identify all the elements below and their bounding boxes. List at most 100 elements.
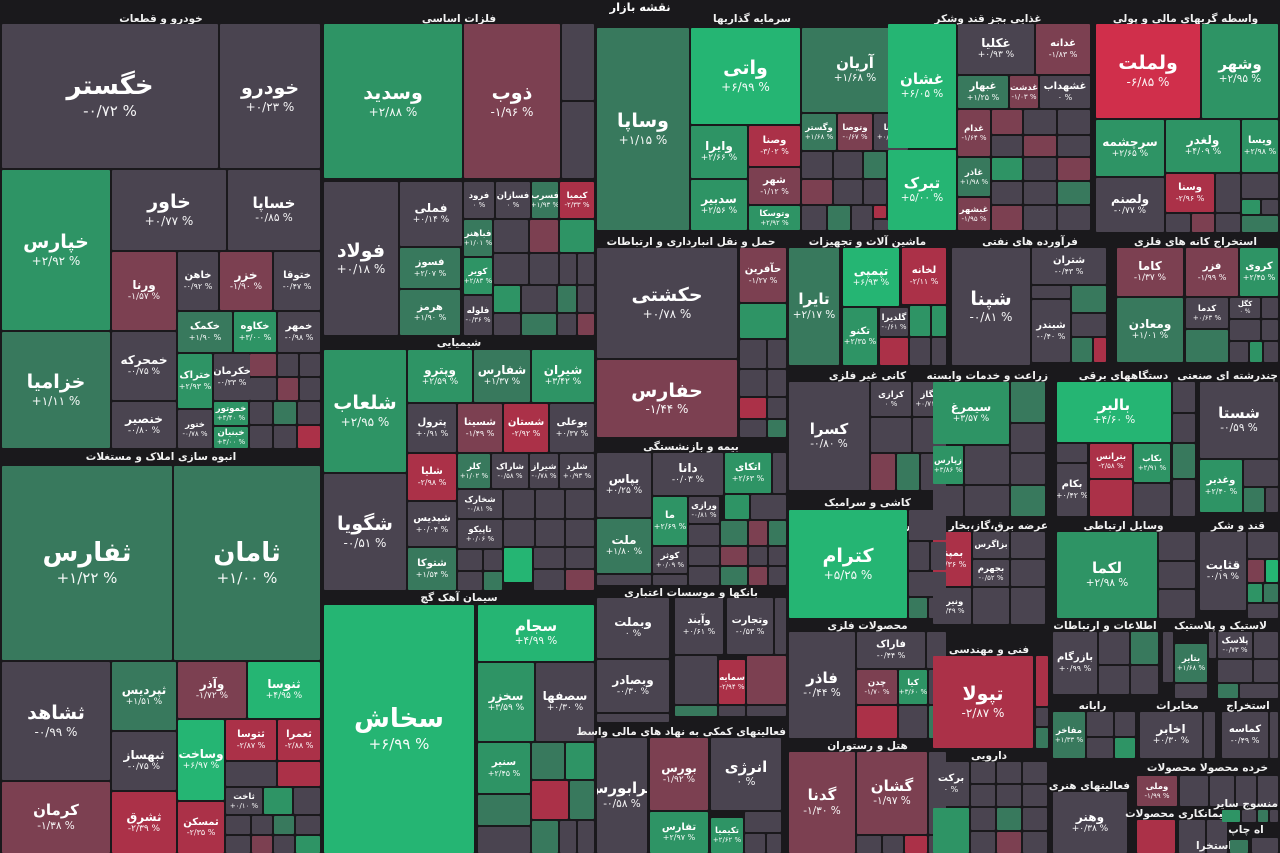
tile-سجام[interactable]: سجام +۴/۹۹ % [478, 605, 594, 661]
tile-ثپردیس[interactable]: ثپردیس +۱/۵۱ % [112, 662, 176, 730]
tile-غبشهر[interactable]: غبشهر -۱/۹۵ % [958, 198, 990, 230]
tile-کرمان[interactable]: کرمان -۱/۳۸ % [2, 782, 110, 853]
tile-شپنا[interactable]: شپنا -۰/۸۱ % [952, 248, 1030, 365]
tile-خودرو[interactable]: خودرو +۰/۲۳ % [220, 24, 320, 168]
tile-کدما[interactable]: کدما +۰/۶۳ % [1186, 298, 1228, 328]
tile-غدام[interactable]: غدام -۱/۶۴ % [958, 110, 990, 156]
tile-کیا[interactable]: کیا +۳/۶۰ % [899, 670, 927, 704]
tile-تکیمیا[interactable]: تکیمیا +۲/۶۲ % [711, 818, 743, 853]
tile-خبنیان[interactable]: خبنیان +۳/۰۰ % [214, 427, 248, 448]
tile-کیمیا[interactable]: کیمیا -۲/۳۳ % [560, 182, 594, 218]
tile-ثاخت[interactable]: ثاخت +۰/۱۰ % [226, 788, 262, 814]
tile-سرچشمه[interactable]: سرچشمه +۲/۶۵ % [1096, 120, 1164, 176]
tile-چدن[interactable]: چدن -۱/۷۰ % [857, 670, 897, 704]
tile-غشان[interactable]: غشان +۶/۰۵ % [888, 24, 956, 148]
tile-وگستر[interactable]: وگستر +۱/۶۸ % [802, 114, 836, 150]
tile-ختوقا[interactable]: ختوقا -۰/۴۷ % [274, 252, 320, 310]
tile-سیمرغ[interactable]: سیمرغ +۳/۵۷ % [933, 382, 1009, 444]
tile-خکرمان[interactable]: خکرمان -۰/۳۳ % [214, 354, 250, 400]
tile-وملی[interactable]: وملی -۱/۹۹ % [1137, 776, 1177, 806]
tile-شهر[interactable]: شهر -۱/۱۲ % [749, 168, 800, 204]
tile-فاراک[interactable]: فاراک -۰/۴۴ % [857, 632, 925, 668]
tile-مفاخر[interactable]: مفاخر +۱/۳۳ % [1053, 712, 1085, 758]
tile-خموتور[interactable]: خموتور +۳/۴۰ % [214, 402, 248, 425]
tile-واتی[interactable]: واتی +۶/۹۹ % [691, 28, 800, 124]
tile-خساپا[interactable]: خساپا -۰/۸۵ % [228, 170, 320, 250]
tile-بوعلی[interactable]: بوعلی +۰/۳۷ % [550, 404, 594, 452]
tile-خمهر[interactable]: خمهر -۰/۹۸ % [278, 312, 320, 352]
tile-دانا[interactable]: دانا -۰/۰۳ % [653, 453, 723, 495]
tile-بالبر[interactable]: بالبر +۴/۶۰ % [1057, 382, 1171, 442]
tile-ما[interactable]: ما +۲/۶۹ % [653, 497, 687, 545]
tile-غدشت[interactable]: غدشت -۱/۰۳ % [1010, 76, 1038, 108]
tile-خکاوه[interactable]: خکاوه +۳/۰۰ % [234, 312, 276, 352]
tile-شلعاب[interactable]: شلعاب +۲/۹۵ % [324, 350, 406, 472]
tile-وسنا[interactable]: وسنا -۲/۹۶ % [1166, 174, 1214, 212]
tile-ثعمرا[interactable]: ثعمرا -۲/۸۸ % [278, 720, 320, 760]
tile-وشهر[interactable]: وشهر +۲/۹۵ % [1202, 24, 1278, 118]
tile-شاراک[interactable]: شاراک -۰/۵۸ % [492, 454, 528, 488]
tile-اخابر[interactable]: اخابر +۰/۳۰ % [1140, 712, 1202, 758]
tile-پترول[interactable]: پترول +۰/۹۱ % [408, 404, 456, 452]
tile-سمایه[interactable]: سمایه -۲/۹۴ % [719, 660, 745, 704]
tile-وساخت[interactable]: وساخت +۶/۹۷ % [178, 720, 224, 800]
tile-شسینا[interactable]: شسینا -۱/۴۹ % [458, 404, 502, 452]
tile-شگویا[interactable]: شگویا -۰/۵۱ % [324, 474, 406, 590]
tile-سخاش[interactable]: سخاش +۶/۹۹ % [324, 605, 474, 853]
tile-کویر[interactable]: کویر +۲/۸۳ % [464, 258, 492, 294]
tile-شلرد[interactable]: شلرد +۰/۹۳ % [560, 454, 594, 488]
tile-بورس[interactable]: بورس -۱/۹۲ % [650, 738, 708, 810]
tile-سخزر[interactable]: سخزر +۳/۵۹ % [478, 663, 534, 741]
tile-وسدید[interactable]: وسدید +۲/۸۸ % [324, 24, 462, 178]
tile-سنیر[interactable]: سنیر +۲/۴۵ % [478, 743, 530, 793]
tile-حآفرین[interactable]: حآفرین -۱/۲۷ % [740, 248, 786, 302]
tile-کسرا[interactable]: کسرا -۰/۸۰ % [789, 382, 869, 490]
tile-فسرب[interactable]: فسرب +۱/۹۳ % [532, 182, 558, 218]
tile-شخارک[interactable]: شخارک -۰/۸۱ % [458, 490, 502, 518]
tile-ومعادن[interactable]: ومعادن +۱/۰۱ % [1117, 298, 1183, 362]
tile-فزر[interactable]: فزر -۱/۹۹ % [1186, 248, 1238, 296]
tile-بازرگام[interactable]: بازرگام +۰/۹۹ % [1053, 632, 1097, 694]
tile-وهنر[interactable]: وهنر +۰/۳۸ % [1053, 792, 1127, 853]
tile-وتوسکا[interactable]: وتوسکا +۲/۹۲ % [749, 206, 800, 230]
tile-کوثر[interactable]: کوثر +۰/۰۹ % [653, 547, 687, 573]
tile-شستان[interactable]: شستان -۲/۹۲ % [504, 404, 548, 452]
tile-ثشرق[interactable]: ثشرق -۲/۳۹ % [112, 792, 176, 853]
tile-گلدیرا[interactable]: گلدیرا -۰/۶۱ % [880, 308, 908, 336]
tile-فسوز[interactable]: فسوز +۲/۰۷ % [400, 248, 460, 288]
tile-بترانس[interactable]: بترانس -۲/۵۸ % [1090, 444, 1132, 478]
tile-شپدیس[interactable]: شپدیس +۰/۰۴ % [408, 502, 456, 546]
tile-سدبیر[interactable]: سدبیر +۲/۵۶ % [691, 180, 747, 230]
tile-زپارس[interactable]: زپارس +۳/۸۶ % [933, 446, 963, 484]
tile-ثنوسا[interactable]: ثنوسا +۴/۹۵ % [248, 662, 320, 718]
tile-فباهنر[interactable]: فباهنر +۱/۰۱ % [464, 220, 492, 256]
tile-ولملت[interactable]: ولملت -۶/۸۵ % [1096, 24, 1200, 118]
tile-ثشاهد[interactable]: ثشاهد -۰/۹۹ % [2, 662, 110, 780]
tile-قثابت[interactable]: قثابت -۰/۱۹ % [1200, 532, 1246, 610]
tile-ثبهساز[interactable]: ثبهساز -۰/۷۵ % [112, 732, 176, 790]
tile-شفارس[interactable]: شفارس +۱/۳۷ % [474, 350, 530, 402]
tile-خزر[interactable]: خزر -۱/۹۰ % [220, 252, 272, 310]
tile-ختراک[interactable]: ختراک +۲/۹۳ % [178, 354, 212, 408]
tile-کروی[interactable]: کروی +۲/۴۵ % [1240, 248, 1278, 296]
tile-فلوله[interactable]: فلوله -۰/۳۶ % [464, 296, 492, 335]
tile-وتوصا[interactable]: وتوصا -۰/۶۷ % [838, 114, 872, 150]
tile-فولاد[interactable]: فولاد +۰/۱۸ % [324, 182, 398, 335]
tile-فاذر[interactable]: فاذر -۰/۴۴ % [789, 632, 855, 738]
tile-شتران[interactable]: شتران -۰/۴۳ % [1032, 248, 1106, 284]
tile-وایرا[interactable]: وایرا +۲/۶۶ % [691, 126, 747, 178]
tile-برکت[interactable]: برکت ۰ % [933, 762, 969, 806]
tile-بپاس[interactable]: بپاس +۰/۲۵ % [597, 453, 651, 517]
tile-پلاسک[interactable]: پلاسک -۰/۷۳ % [1218, 632, 1252, 658]
tile-بجهرم[interactable]: بجهرم -۰/۵۲ % [973, 560, 1009, 586]
tile-ذوب[interactable]: ذوب -۱/۹۶ % [464, 24, 560, 178]
tile-شیراز[interactable]: شیراز -۰/۷۸ % [530, 454, 558, 488]
tile-خنصیر[interactable]: خنصیر -۰/۸۰ % [112, 402, 176, 448]
tile-تپمپی[interactable]: تپمپی +۶/۹۳ % [843, 248, 899, 306]
tile-وآیند[interactable]: وآیند +۰/۶۱ % [675, 598, 723, 654]
tile-وغدیر[interactable]: وغدیر +۲/۴۰ % [1200, 460, 1242, 512]
tile-گشان[interactable]: گشان -۱/۹۷ % [857, 752, 927, 834]
tile-بکاب[interactable]: بکاب +۲/۹۱ % [1134, 444, 1170, 482]
tile-لخانه[interactable]: لخانه -۲/۱۱ % [902, 248, 946, 304]
tile-تفارس[interactable]: تفارس +۲/۹۷ % [650, 812, 708, 853]
